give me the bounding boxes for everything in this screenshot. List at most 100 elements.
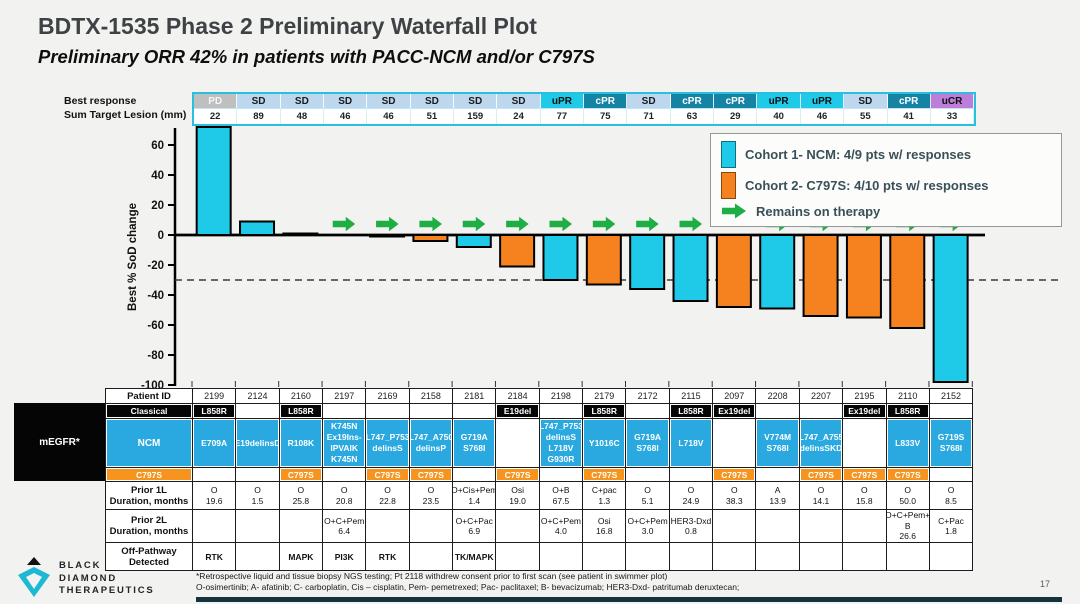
ncm-cell-value: L747_P753 delinsS xyxy=(366,420,409,466)
sum-target-lesion-cell: 48 xyxy=(280,109,325,124)
prior-1l-cell: C+pac 1.3 xyxy=(583,482,627,510)
classical-cell: Ex19del xyxy=(713,404,757,419)
patient-id-cell: 2097 xyxy=(713,389,757,404)
c797s-cell xyxy=(323,468,367,482)
ncm-cell: G719A S768I xyxy=(453,419,497,468)
off-pathway-cell xyxy=(496,543,540,571)
sum-target-lesion-cell: 159 xyxy=(454,109,498,124)
ncm-cell-value: L747_A750 delinsP xyxy=(410,420,452,466)
sum-target-lesion-cell: 46 xyxy=(367,109,411,124)
ncm-cell: L747_P753 delinsS L718V G930R xyxy=(539,419,584,468)
ncm-cell-value: R108K xyxy=(280,420,322,466)
waterfall-bar xyxy=(889,234,926,329)
waterfall-bar xyxy=(369,234,406,238)
therapy: O+C+Pem xyxy=(324,515,365,526)
therapy: O xyxy=(730,485,738,495)
best-response-row-label: Best response xyxy=(64,95,137,107)
remains-on-therapy-arrow-icon xyxy=(506,216,529,232)
megfr-label: mEGFR* xyxy=(14,403,105,481)
value-line: Y1016C xyxy=(588,437,620,448)
prior-1l-cell: O+Cis+Pem 1.4 xyxy=(453,482,497,510)
page-subtitle: Preliminary ORR 42% in patients with PAC… xyxy=(38,46,595,67)
c797s-cell-value: C797S xyxy=(584,469,625,480)
remains-on-therapy-arrow-icon xyxy=(462,216,486,232)
value-line: L718V xyxy=(548,443,574,453)
prior-2l-cell xyxy=(279,510,324,543)
best-response-cell: cPR xyxy=(714,94,758,109)
prior-1l-cell: Osi 19.0 xyxy=(496,482,540,510)
therapy: O+C+Pem xyxy=(627,515,668,526)
duration: 25.8 xyxy=(292,495,310,506)
off-pathway-cell: RTK xyxy=(193,543,237,571)
ncm-cell-value: G719S S768I xyxy=(930,420,972,466)
y-axis-title: Best % SoD change xyxy=(127,203,139,311)
ncm-cell xyxy=(843,419,887,468)
y-tick-label: -80 xyxy=(147,350,164,362)
value-line: C797S xyxy=(374,469,401,480)
duration: 26.6 xyxy=(899,531,916,542)
therapy: O xyxy=(427,485,435,495)
best-response-cell: uPR xyxy=(800,94,845,109)
therapy: O+B xyxy=(552,485,570,495)
c797s-cell: C797S xyxy=(713,468,757,482)
prior-1l-cell: O+B 67.5 xyxy=(539,482,584,510)
best-response-cell: SD xyxy=(627,94,671,109)
ncm-cell: K745N Ex19Ins- IPVAIK K745N xyxy=(323,419,367,468)
value-line: Ex19del xyxy=(718,406,751,416)
company-logo: BLACK DIAMOND THERAPEUTICS xyxy=(14,556,155,598)
classical-cell: E19del xyxy=(496,404,540,419)
therapy: O xyxy=(254,485,261,495)
classical-cell xyxy=(539,404,584,419)
prior-2l-cell xyxy=(713,510,757,543)
logo-text: BLACK DIAMOND THERAPEUTICS xyxy=(59,560,155,596)
value-line: G719S xyxy=(937,432,965,442)
value-line: C797S xyxy=(287,469,314,480)
off-pathway-row-label: Off-Pathway Detected xyxy=(106,543,193,571)
duration: 50.0 xyxy=(899,495,916,506)
prior-2l-row-label: Prior 2L Duration, months xyxy=(106,510,193,543)
therapy: O xyxy=(297,485,305,495)
value-line: L858R xyxy=(288,406,314,416)
ncm-cell: R108K xyxy=(279,419,324,468)
best-response-cell: SD xyxy=(497,94,541,109)
best-response-cell: SD xyxy=(410,94,455,109)
footnote: *Retrospective liquid and tissue biopsy … xyxy=(196,571,739,593)
classical-cell xyxy=(799,404,844,419)
sum-target-lesion-cell: 46 xyxy=(800,109,845,124)
c797s-cell xyxy=(669,468,714,482)
patient-id-row-label: Patient ID xyxy=(106,389,193,404)
c797s-cell xyxy=(236,468,280,482)
value-line: Ex19Ins- xyxy=(326,432,362,442)
diamond-logo-icon xyxy=(18,557,50,597)
duration: 22.8 xyxy=(379,495,396,506)
classical-cell xyxy=(323,404,367,419)
ncm-cell: G719A S768I xyxy=(626,419,670,468)
value-line: L833V xyxy=(895,437,921,448)
patient-id-cell: 2207 xyxy=(799,389,844,404)
value-line: C797S xyxy=(136,469,162,480)
remains-on-therapy-arrow-icon xyxy=(549,216,572,232)
off-pathway-cell xyxy=(756,543,800,571)
waterfall-bar xyxy=(932,234,969,383)
off-pathway-cell: MAPK xyxy=(279,543,324,571)
footnote-line2: O-osimertinib; A- afatinib; C- carboplat… xyxy=(196,582,740,592)
waterfall-bar xyxy=(455,234,492,248)
prior-2l-cell xyxy=(366,510,410,543)
c797s-cell xyxy=(453,468,497,482)
waterfall-bar xyxy=(715,234,752,308)
classical-cell xyxy=(236,404,280,419)
therapy: O+Cis+Pem xyxy=(453,485,497,495)
value-line: S768I xyxy=(939,443,963,453)
value-line: L747_P753 xyxy=(539,421,583,431)
waterfall-bar xyxy=(802,234,839,317)
therapy: O+C+Pac xyxy=(455,515,493,526)
cohort2-swatch xyxy=(721,172,736,199)
off-pathway-cell xyxy=(669,543,714,571)
duration: 19.0 xyxy=(509,495,526,506)
classical-cell-value: L858R xyxy=(194,405,235,417)
best-response-cell: cPR xyxy=(584,94,628,109)
duration: 8.5 xyxy=(945,495,957,506)
value-line: L858R xyxy=(201,406,227,416)
duration: 4.0 xyxy=(555,526,567,536)
